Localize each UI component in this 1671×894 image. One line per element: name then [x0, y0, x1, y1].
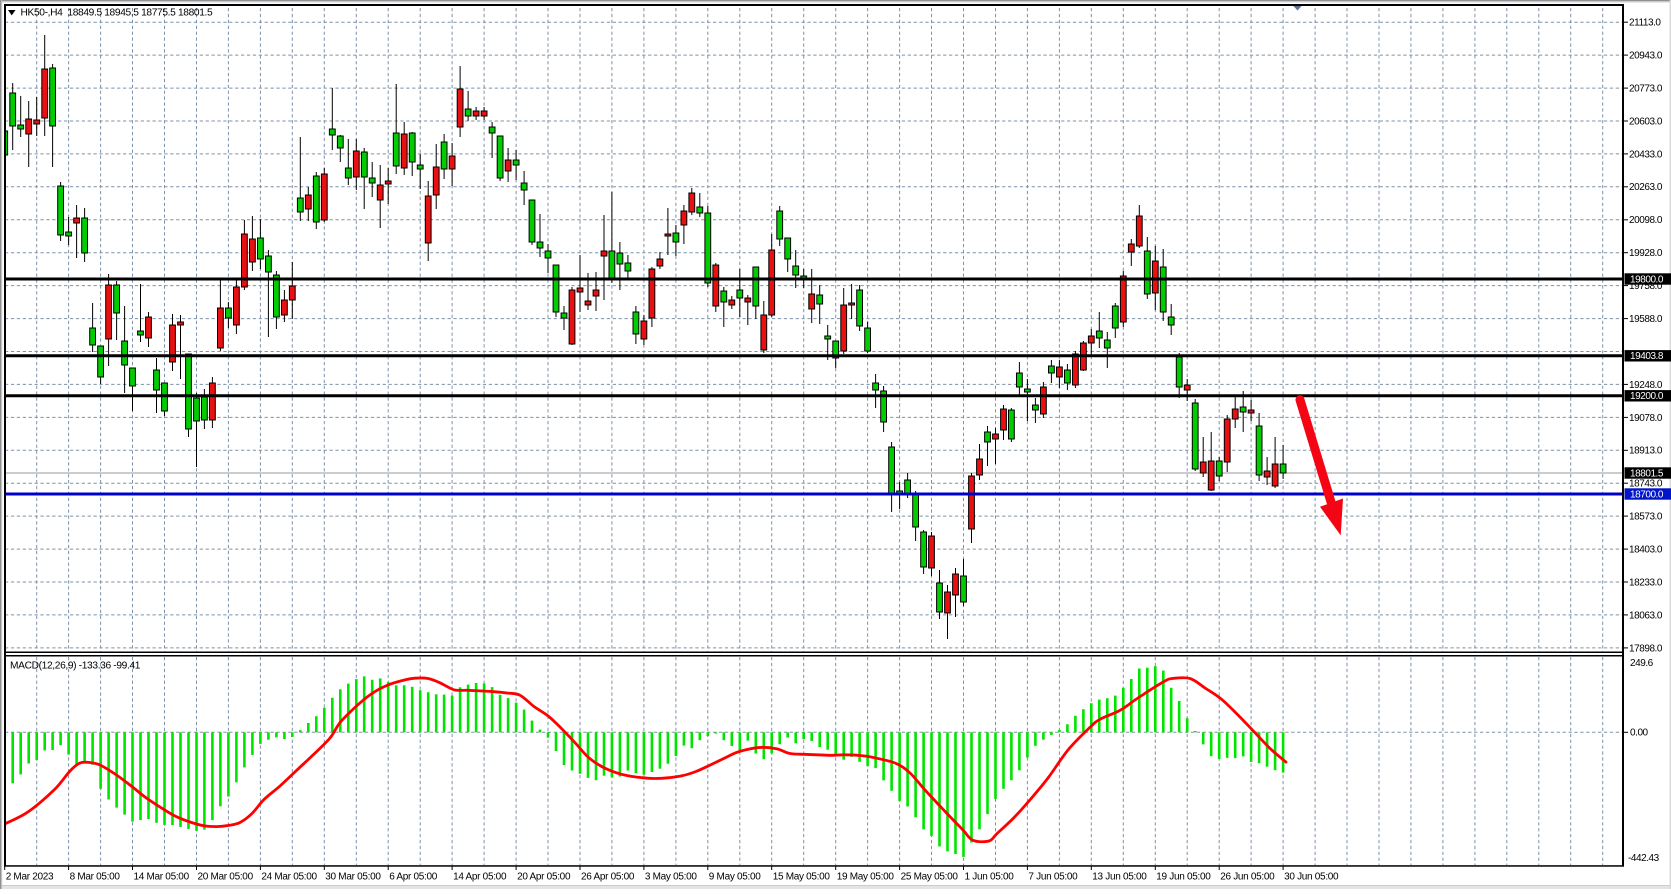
- svg-text:19928.0: 19928.0: [1629, 248, 1663, 259]
- svg-text:18573.0: 18573.0: [1629, 512, 1663, 523]
- svg-text:19800.0: 19800.0: [1630, 274, 1664, 285]
- svg-text:18233.0: 18233.0: [1629, 577, 1663, 588]
- svg-text:30 Mar 05:00: 30 Mar 05:00: [325, 871, 381, 882]
- svg-text:14 Apr 05:00: 14 Apr 05:00: [453, 871, 507, 882]
- svg-text:1 Jun 05:00: 1 Jun 05:00: [965, 871, 1015, 882]
- svg-text:0.00: 0.00: [1630, 728, 1649, 739]
- svg-text:20263.0: 20263.0: [1629, 182, 1663, 193]
- svg-text:19403.8: 19403.8: [1630, 351, 1664, 362]
- svg-text:249.6: 249.6: [1630, 658, 1654, 669]
- svg-text:18801.5: 18801.5: [1630, 468, 1664, 479]
- svg-text:24 Mar 05:00: 24 Mar 05:00: [261, 871, 317, 882]
- svg-text:25 May 05:00: 25 May 05:00: [901, 871, 959, 882]
- svg-text:7 Jun 05:00: 7 Jun 05:00: [1028, 871, 1078, 882]
- svg-text:18063.0: 18063.0: [1629, 610, 1663, 621]
- svg-text:20603.0: 20603.0: [1629, 116, 1663, 127]
- svg-text:20773.0: 20773.0: [1629, 84, 1663, 95]
- svg-text:19078.0: 19078.0: [1629, 413, 1663, 424]
- svg-text:20 Apr 05:00: 20 Apr 05:00: [517, 871, 571, 882]
- svg-text:19588.0: 19588.0: [1629, 314, 1663, 325]
- svg-text:-442.43: -442.43: [1628, 853, 1660, 864]
- svg-text:20098.0: 20098.0: [1629, 215, 1663, 226]
- svg-text:20 Mar 05:00: 20 Mar 05:00: [198, 871, 254, 882]
- svg-text:19 Jun 05:00: 19 Jun 05:00: [1156, 871, 1211, 882]
- svg-text:19 May 05:00: 19 May 05:00: [837, 871, 895, 882]
- svg-text:9 May 05:00: 9 May 05:00: [709, 871, 761, 882]
- svg-text:17898.0: 17898.0: [1629, 643, 1663, 654]
- svg-text:2 Mar 2023: 2 Mar 2023: [6, 871, 54, 882]
- svg-text:13 Jun 05:00: 13 Jun 05:00: [1092, 871, 1147, 882]
- svg-text:14 Mar 05:00: 14 Mar 05:00: [134, 871, 190, 882]
- svg-text:26 Apr 05:00: 26 Apr 05:00: [581, 871, 635, 882]
- svg-text:15 May 05:00: 15 May 05:00: [773, 871, 831, 882]
- svg-text:3 May 05:00: 3 May 05:00: [645, 871, 697, 882]
- svg-text:19248.0: 19248.0: [1629, 380, 1663, 391]
- svg-text:20433.0: 20433.0: [1629, 149, 1663, 160]
- svg-text:19200.0: 19200.0: [1630, 391, 1664, 402]
- svg-text:8 Mar 05:00: 8 Mar 05:00: [70, 871, 121, 882]
- svg-text:18743.0: 18743.0: [1629, 479, 1663, 490]
- svg-text:18913.0: 18913.0: [1629, 446, 1663, 457]
- svg-text:26 Jun 05:00: 26 Jun 05:00: [1220, 871, 1275, 882]
- svg-text:6 Apr 05:00: 6 Apr 05:00: [389, 871, 438, 882]
- svg-text:21113.0: 21113.0: [1629, 18, 1661, 29]
- svg-text:HK50-,H4 18849.5 18945.5 1877: HK50-,H4 18849.5 18945.5 18775.5 18801.5: [21, 8, 214, 19]
- svg-text:18403.0: 18403.0: [1629, 545, 1663, 556]
- svg-text:MACD(12,26,9) -133.36 -99.41: MACD(12,26,9) -133.36 -99.41: [10, 661, 141, 672]
- svg-text:20943.0: 20943.0: [1629, 51, 1663, 62]
- svg-text:18700.0: 18700.0: [1630, 489, 1664, 500]
- svg-text:30 Jun 05:00: 30 Jun 05:00: [1284, 871, 1339, 882]
